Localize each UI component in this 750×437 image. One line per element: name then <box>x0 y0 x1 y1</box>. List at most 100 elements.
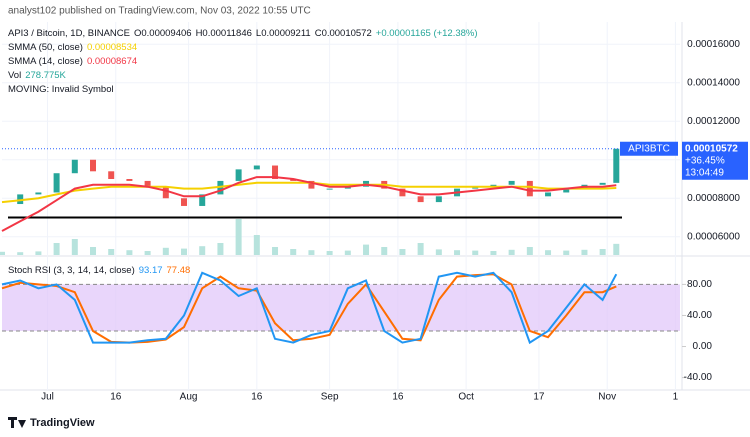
volume-bar <box>526 247 533 255</box>
candle <box>563 188 570 193</box>
candle <box>417 196 424 203</box>
series-line <box>1 271 618 345</box>
legend-text: C0.00010572 <box>315 28 372 39</box>
candle <box>308 180 315 189</box>
volume-bar <box>472 250 479 255</box>
candle <box>508 180 515 185</box>
legend-text: L0.00009211 <box>256 28 311 39</box>
y-tick-label: 80.00 <box>687 279 712 290</box>
y-tick-label: 0.00006000 <box>687 231 740 242</box>
header: analyst102 published on TradingView.com,… <box>8 6 311 17</box>
y-tick-label: 0.00012000 <box>687 116 740 127</box>
x-tick-label: 16 <box>251 392 263 403</box>
candle <box>235 169 242 181</box>
candle <box>181 198 188 206</box>
y-tick-label: 0.00 <box>693 341 713 352</box>
candle <box>435 196 442 203</box>
price-tag-text: +36.45% <box>685 155 725 166</box>
candle <box>526 180 533 197</box>
volume-bar <box>53 243 60 255</box>
y-tick-label: -40.00 <box>684 372 713 383</box>
candle <box>144 180 151 187</box>
legend-row: Vol 278.775K <box>8 70 67 81</box>
volume-bar <box>344 250 351 255</box>
volume-bar <box>435 249 442 255</box>
legend-text: +0.00001165 (+12.38%) <box>376 28 478 39</box>
candle <box>545 192 552 197</box>
volume-bar <box>545 250 552 255</box>
volume-bar <box>217 243 224 255</box>
legend-row: MOVING: Invalid Symbol <box>8 84 114 95</box>
volume-bar <box>417 243 424 255</box>
volume-bar <box>272 247 279 255</box>
x-tick-label: Jul <box>41 392 54 403</box>
legend-text: O0.00009406 <box>134 28 192 39</box>
volume-bar <box>35 251 42 255</box>
candle <box>108 171 115 179</box>
series-line <box>1 176 617 232</box>
candle <box>71 159 78 174</box>
volume-bar <box>144 251 151 255</box>
x-tick-label: Oct <box>458 392 474 403</box>
candle <box>126 179 133 181</box>
volume-bar <box>599 249 606 255</box>
y-tick-label: 0.00016000 <box>687 39 740 50</box>
volume-bar <box>199 246 206 255</box>
x-tick-label: Aug <box>180 392 198 403</box>
x-tick-label: 16 <box>110 392 122 403</box>
y-tick-label: 0.00014000 <box>687 77 740 88</box>
y-tick-label: 0.00008000 <box>687 193 740 204</box>
legend-row: SMMA (50, close) 0.00008534 <box>8 42 137 53</box>
legend-text: H0.00011846 <box>196 28 252 39</box>
volume-bar <box>581 249 588 255</box>
legend-row: SMMA (14, close) 0.00008674 <box>8 56 137 67</box>
volume-bar <box>399 249 406 255</box>
candle <box>199 194 206 206</box>
legend-text: 93.17 <box>139 265 163 276</box>
legend-text: SMMA (50, close) <box>8 42 83 53</box>
volume-bar <box>381 247 388 255</box>
price-tag-box <box>682 141 748 180</box>
footer-logo-text: TradingView <box>30 417 95 429</box>
volume-bar <box>0 251 5 255</box>
volume-bar <box>108 249 115 255</box>
x-tick-label: 17 <box>533 392 545 403</box>
legend-text: 278.775K <box>25 70 66 81</box>
candle <box>253 165 260 170</box>
volume-bar <box>363 244 370 255</box>
symbol-tag: API3BTC <box>628 143 670 154</box>
price-tag-text: 13:04:49 <box>685 167 724 178</box>
volume-bar <box>71 239 78 255</box>
volume-bar <box>490 251 497 255</box>
legend-text: 0.00008534 <box>87 42 137 53</box>
x-tick-label: 1 <box>673 392 679 403</box>
legend-title: API3 / Bitcoin, 1D, BINANCE O0.00009406 H0… <box>8 28 478 39</box>
volume-bar <box>308 250 315 255</box>
volume-bar <box>613 243 620 255</box>
candle <box>35 192 42 195</box>
volume-bar <box>454 250 461 255</box>
x-tick-label: Nov <box>598 392 616 403</box>
stoch-legend: Stoch RSI (3, 3, 14, 14, close) 93.17 77.4… <box>8 265 190 276</box>
legend-text: Vol <box>8 70 21 81</box>
volume-bar <box>290 249 297 255</box>
logo <box>8 417 26 428</box>
candle <box>399 188 406 197</box>
volume-bar <box>326 251 333 255</box>
candle <box>53 173 60 193</box>
candle <box>326 188 333 190</box>
volume-bar <box>90 247 97 255</box>
price-tag-text: 0.00010572 <box>685 143 738 154</box>
series-line <box>1 273 617 344</box>
candle <box>613 148 620 183</box>
symbol-tag-box <box>620 141 678 156</box>
legend-text: MOVING: Invalid Symbol <box>8 84 114 95</box>
x-tick-label: 16 <box>392 392 404 403</box>
volume-bar <box>508 249 515 255</box>
volume-bar <box>126 250 133 255</box>
legend-text: 0.00008674 <box>87 56 137 67</box>
candle <box>599 182 606 185</box>
volume-bar <box>253 235 260 255</box>
legend-text: Stoch RSI (3, 3, 14, 14, close) <box>8 265 135 276</box>
